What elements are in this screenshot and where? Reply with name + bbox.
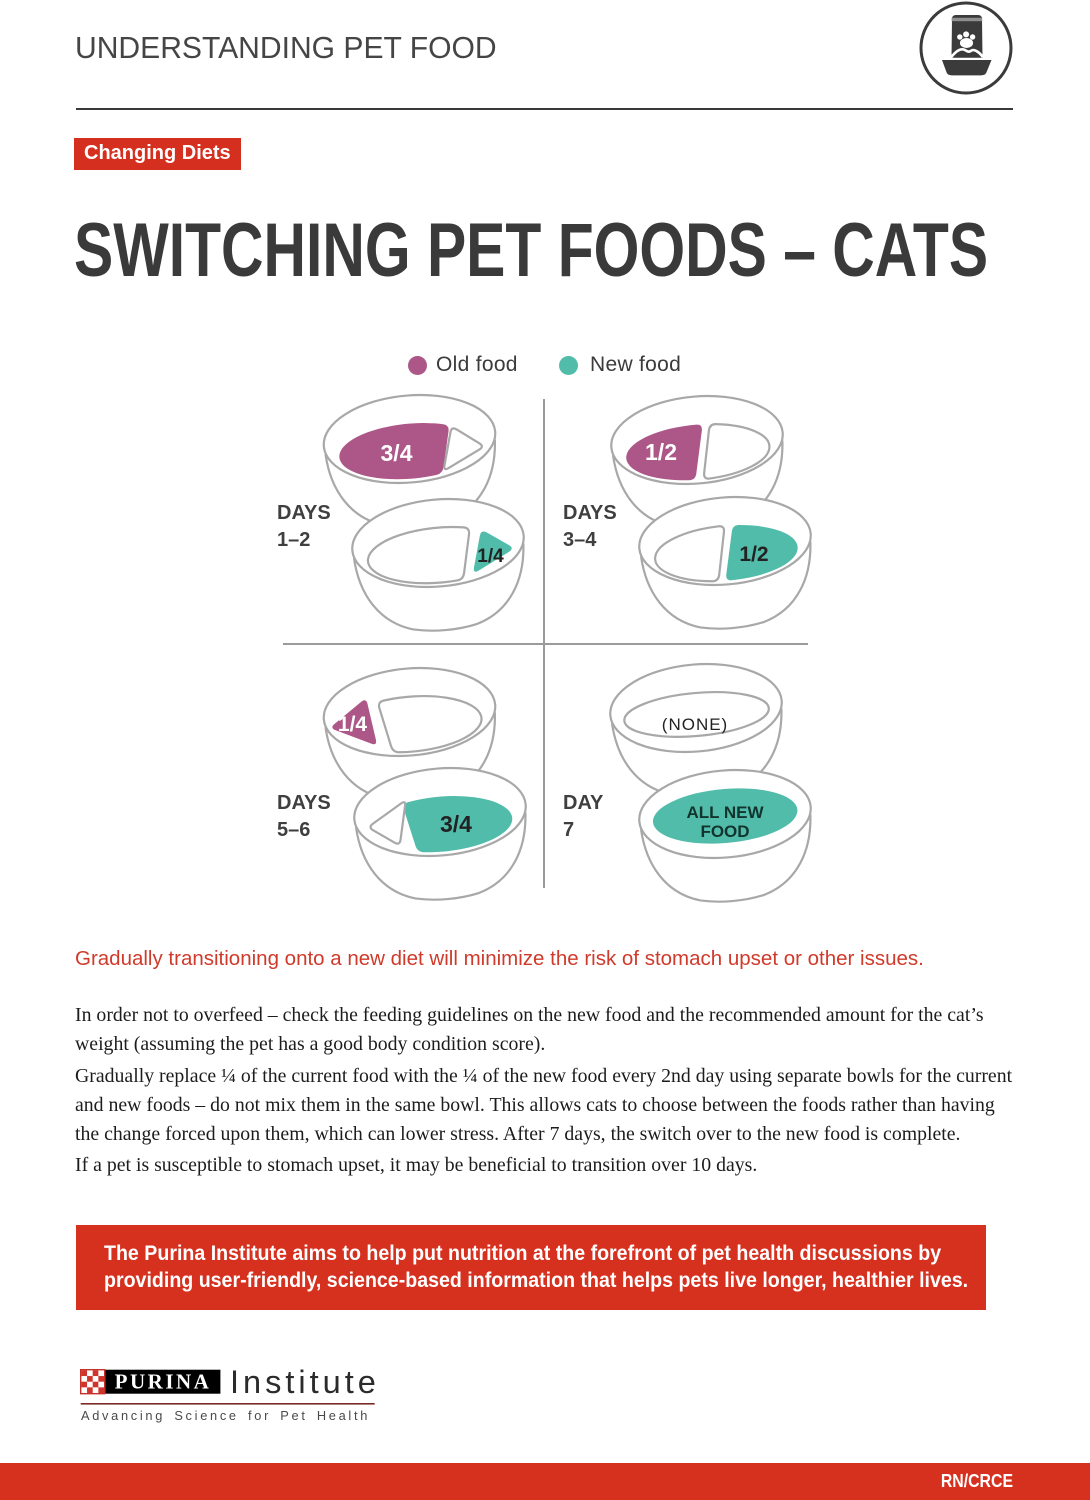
svg-text:PURINA: PURINA xyxy=(115,1370,212,1394)
svg-text:3/4: 3/4 xyxy=(440,811,472,837)
svg-text:ALL NEW: ALL NEW xyxy=(686,803,764,822)
svg-text:1/4: 1/4 xyxy=(477,546,504,567)
svg-text:1/2: 1/2 xyxy=(645,439,677,465)
svg-text:1/2: 1/2 xyxy=(739,543,768,566)
svg-text:Institute: Institute xyxy=(230,1364,380,1400)
svg-text:3/4: 3/4 xyxy=(381,440,413,466)
svg-text:1/4: 1/4 xyxy=(338,713,368,736)
svg-text:FOOD: FOOD xyxy=(700,822,749,841)
svg-text:(NONE): (NONE) xyxy=(662,715,728,734)
